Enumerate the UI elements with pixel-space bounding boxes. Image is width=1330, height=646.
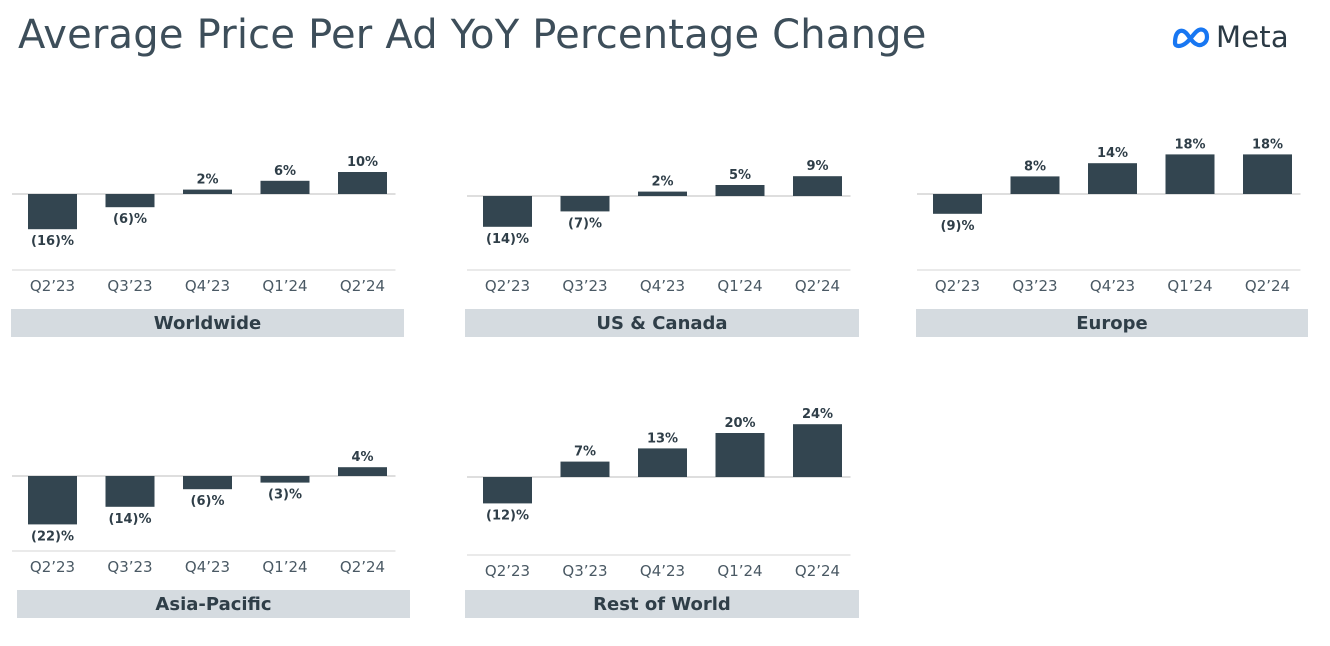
x-tick-label: Q1’24 (717, 277, 762, 295)
region-band (17, 590, 410, 618)
region-title: US & Canada (596, 313, 727, 334)
data-label: (22)% (31, 529, 74, 544)
data-label: 10% (347, 155, 378, 170)
region-band (916, 309, 1308, 337)
region-title: Worldwide (154, 313, 261, 334)
bar-europe-0 (933, 194, 982, 214)
region-band (11, 309, 404, 337)
data-label: (9)% (941, 219, 975, 234)
page-title: Average Price Per Ad YoY Percentage Chan… (18, 12, 927, 58)
x-tick-label: Q2’24 (340, 558, 385, 576)
data-label: 24% (802, 407, 833, 422)
chart-rest-of-world: (12)% Q2’23 7% Q3’23 13% Q4’23 20% Q1’24 24% Q2’2… (465, 407, 859, 618)
data-label: (14)% (486, 232, 529, 247)
region-title: Europe (1076, 313, 1147, 334)
bar-us-canada-0 (483, 196, 532, 227)
bar-worldwide-2 (183, 189, 232, 194)
data-label: 14% (1097, 146, 1128, 161)
bar-europe-2 (1088, 163, 1137, 194)
chart-worldwide: (16)% Q2’23 (6)% Q3’23 2% Q4’23 6% Q1’24 10% Q2’2… (11, 155, 404, 337)
x-tick-label: Q3’23 (562, 562, 607, 580)
x-tick-label: Q2’23 (485, 562, 530, 580)
x-tick-label: Q4’23 (185, 277, 230, 295)
bar-asia-pacific-1 (105, 476, 155, 507)
region-title: Rest of World (593, 594, 731, 615)
bar-rest-of-world-3 (715, 433, 765, 477)
bar-europe-1 (1010, 176, 1060, 194)
data-label: 7% (574, 445, 596, 460)
data-label: 2% (651, 175, 673, 190)
data-label: (7)% (568, 216, 602, 231)
bar-rest-of-world-1 (560, 461, 610, 477)
data-label: 8% (1024, 159, 1046, 174)
bar-us-canada-2 (638, 191, 687, 196)
x-tick-label: Q2’23 (935, 277, 980, 295)
x-tick-label: Q4’23 (640, 277, 685, 295)
x-tick-label: Q2’24 (340, 277, 385, 295)
x-tick-label: Q4’23 (1090, 277, 1135, 295)
bar-asia-pacific-0 (28, 476, 77, 525)
x-tick-label: Q4’23 (640, 562, 685, 580)
bar-rest-of-world-2 (638, 448, 687, 477)
meta-infinity-icon (1172, 27, 1210, 49)
data-label: (12)% (486, 508, 529, 523)
bar-europe-4 (1243, 154, 1292, 194)
bar-us-canada-4 (793, 176, 842, 196)
meta-logo-text: Meta (1216, 20, 1289, 54)
bar-europe-3 (1165, 154, 1215, 194)
data-label: 13% (647, 431, 678, 446)
bar-worldwide-4 (338, 172, 387, 194)
bar-asia-pacific-4 (338, 467, 387, 476)
x-tick-label: Q1’24 (1167, 277, 1212, 295)
region-band (465, 590, 859, 618)
bar-us-canada-3 (715, 185, 765, 196)
data-label: 20% (724, 416, 755, 431)
x-tick-label: Q1’24 (262, 558, 307, 576)
region-band (465, 309, 859, 337)
chart-us-canada: (14)% Q2’23 (7)% Q3’23 2% Q4’23 5% Q1’24 9% Q2’24… (465, 159, 859, 337)
chart-europe: (9)% Q2’23 8% Q3’23 14% Q4’23 18% Q1’24 18% Q2’24… (916, 137, 1308, 337)
x-tick-label: Q1’24 (717, 562, 762, 580)
x-tick-label: Q2’23 (30, 277, 75, 295)
data-label: (14)% (109, 512, 152, 527)
data-label: 4% (351, 450, 373, 465)
data-label: 6% (274, 164, 296, 179)
bar-us-canada-1 (560, 196, 610, 212)
data-label: 5% (729, 168, 751, 183)
bar-worldwide-0 (28, 194, 77, 230)
x-tick-label: Q2’24 (795, 562, 840, 580)
bar-asia-pacific-3 (260, 476, 310, 483)
data-label: 9% (806, 159, 828, 174)
data-label: (6)% (191, 494, 225, 509)
x-tick-label: Q2’23 (30, 558, 75, 576)
bar-worldwide-3 (260, 180, 310, 194)
bar-rest-of-world-0 (483, 477, 532, 504)
data-label: 18% (1252, 137, 1283, 152)
chart-asia-pacific: (22)% Q2’23 (14)% Q3’23 (6)% Q4’23 (3)% Q1’24 4%… (12, 450, 410, 618)
x-tick-label: Q3’23 (562, 277, 607, 295)
x-tick-label: Q3’23 (107, 558, 152, 576)
x-tick-label: Q3’23 (1012, 277, 1057, 295)
x-tick-label: Q4’23 (185, 558, 230, 576)
data-label: (16)% (31, 234, 74, 249)
data-label: 18% (1174, 137, 1205, 152)
data-label: (6)% (113, 212, 147, 227)
meta-logo: Meta (1170, 20, 1289, 54)
x-tick-label: Q2’24 (795, 277, 840, 295)
bar-worldwide-1 (105, 194, 155, 208)
x-tick-label: Q2’23 (485, 277, 530, 295)
bar-asia-pacific-2 (183, 476, 232, 490)
x-tick-label: Q2’24 (1245, 277, 1290, 295)
bar-rest-of-world-4 (793, 424, 842, 477)
data-label: (3)% (268, 488, 302, 503)
data-label: 2% (196, 173, 218, 188)
region-title: Asia-Pacific (155, 594, 271, 615)
x-tick-label: Q3’23 (107, 277, 152, 295)
x-tick-label: Q1’24 (262, 277, 307, 295)
